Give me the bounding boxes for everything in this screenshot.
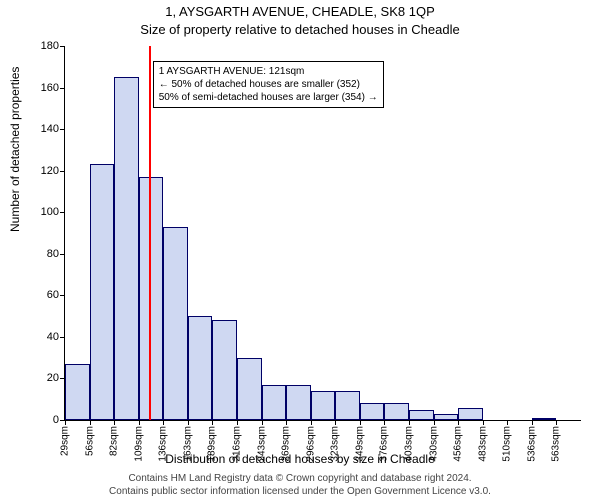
xtick-mark	[188, 420, 189, 425]
histogram-bar	[384, 403, 409, 420]
ytick-label: 140	[41, 123, 59, 135]
histogram-bar	[163, 227, 188, 420]
ytick-label: 60	[47, 289, 59, 301]
xtick-mark	[262, 420, 263, 425]
ytick-mark	[60, 212, 65, 213]
annotation-line: 50% of semi-detached houses are larger (…	[159, 91, 378, 104]
histogram-bar	[434, 414, 459, 420]
ytick-mark	[60, 254, 65, 255]
histogram-bar	[90, 164, 115, 420]
xtick-mark	[483, 420, 484, 425]
ytick-mark	[60, 88, 65, 89]
histogram-bar	[532, 418, 557, 420]
xtick-mark	[458, 420, 459, 425]
xtick-mark	[507, 420, 508, 425]
xtick-mark	[114, 420, 115, 425]
xtick-mark	[286, 420, 287, 425]
xtick-mark	[384, 420, 385, 425]
histogram-bar	[458, 408, 483, 420]
page-subtitle: Size of property relative to detached ho…	[0, 22, 600, 37]
ytick-label: 0	[53, 414, 59, 426]
ytick-label: 100	[41, 206, 59, 218]
xtick-mark	[237, 420, 238, 425]
footer-line-2: Contains public sector information licen…	[0, 486, 600, 499]
histogram-bar	[311, 391, 336, 420]
ytick-label: 180	[41, 40, 59, 52]
x-axis-label: Distribution of detached houses by size …	[0, 452, 600, 466]
xtick-mark	[360, 420, 361, 425]
xtick-mark	[65, 420, 66, 425]
xtick-mark	[409, 420, 410, 425]
ytick-mark	[60, 171, 65, 172]
ytick-label: 80	[47, 248, 59, 260]
histogram-bar	[360, 403, 385, 420]
annotation-box: 1 AYSGARTH AVENUE: 121sqm← 50% of detach…	[153, 61, 384, 108]
footer-line-1: Contains HM Land Registry data © Crown c…	[0, 473, 600, 486]
ytick-label: 20	[47, 372, 59, 384]
xtick-mark	[434, 420, 435, 425]
ytick-label: 40	[47, 331, 59, 343]
ytick-mark	[60, 295, 65, 296]
histogram-bar	[409, 410, 434, 420]
histogram-bar	[188, 316, 213, 420]
ytick-mark	[60, 129, 65, 130]
histogram-bar	[212, 320, 237, 420]
ytick-label: 120	[41, 165, 59, 177]
histogram-bar	[65, 364, 90, 420]
xtick-mark	[532, 420, 533, 425]
page-title: 1, AYSGARTH AVENUE, CHEADLE, SK8 1QP	[0, 4, 600, 19]
y-axis-label: Number of detached properties	[8, 67, 22, 232]
marker-line	[149, 46, 151, 420]
annotation-line: 1 AYSGARTH AVENUE: 121sqm	[159, 65, 378, 78]
histogram-chart: 02040608010012014016018029sqm56sqm82sqm1…	[64, 46, 581, 421]
histogram-bar	[139, 177, 164, 420]
xtick-mark	[212, 420, 213, 425]
page-root: 1, AYSGARTH AVENUE, CHEADLE, SK8 1QP Siz…	[0, 0, 600, 500]
xtick-mark	[163, 420, 164, 425]
annotation-line: ← 50% of detached houses are smaller (35…	[159, 78, 378, 91]
histogram-bar	[286, 385, 311, 420]
xtick-mark	[311, 420, 312, 425]
histogram-bar	[237, 358, 262, 420]
histogram-bar	[262, 385, 287, 420]
ytick-label: 160	[41, 82, 59, 94]
ytick-mark	[60, 337, 65, 338]
footer-attribution: Contains HM Land Registry data © Crown c…	[0, 473, 600, 498]
histogram-bar	[114, 77, 139, 420]
xtick-mark	[335, 420, 336, 425]
ytick-mark	[60, 46, 65, 47]
xtick-mark	[556, 420, 557, 425]
xtick-mark	[90, 420, 91, 425]
histogram-bar	[335, 391, 360, 420]
xtick-mark	[139, 420, 140, 425]
